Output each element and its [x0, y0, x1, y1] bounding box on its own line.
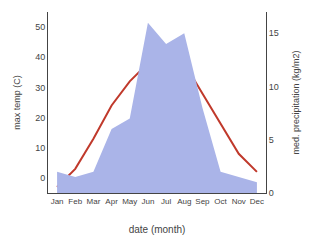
svg-text:10: 10	[35, 143, 45, 153]
svg-text:date (month): date (month)	[129, 224, 186, 235]
svg-text:Feb: Feb	[68, 197, 82, 206]
svg-text:Aug: Aug	[177, 197, 191, 206]
svg-text:Dec: Dec	[250, 197, 264, 206]
svg-text:0: 0	[40, 173, 45, 183]
svg-text:Jul: Jul	[161, 197, 171, 206]
svg-text:max temp (C): max temp (C)	[12, 75, 22, 130]
svg-text:40: 40	[35, 52, 45, 62]
svg-text:Apr: Apr	[105, 197, 118, 206]
svg-text:Oct: Oct	[214, 197, 227, 206]
svg-text:0: 0	[269, 188, 274, 198]
svg-text:Jun: Jun	[141, 197, 154, 206]
svg-text:30: 30	[35, 83, 45, 93]
svg-text:Mar: Mar	[87, 197, 101, 206]
svg-text:May: May	[122, 197, 137, 206]
svg-text:15: 15	[269, 28, 279, 38]
svg-text:Nov: Nov	[232, 197, 246, 206]
svg-text:50: 50	[35, 22, 45, 32]
svg-text:Sep: Sep	[195, 197, 210, 206]
svg-text:20: 20	[35, 113, 45, 123]
svg-text:Jan: Jan	[51, 197, 64, 206]
svg-text:5: 5	[269, 135, 274, 145]
svg-text:10: 10	[269, 82, 279, 92]
svg-text:med. precipitation (kg/m2): med. precipitation (kg/m2)	[291, 50, 301, 154]
